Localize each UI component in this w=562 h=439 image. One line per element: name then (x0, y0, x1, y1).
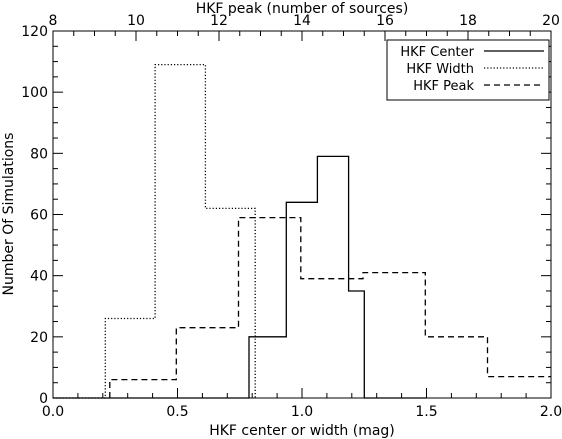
x-tick-label: 1.5 (415, 404, 437, 420)
legend: HKF Center HKF Width HKF Peak (386, 39, 550, 101)
y-tick-label: 100 (21, 85, 48, 101)
x2-tick-label: 14 (293, 13, 311, 29)
y-tick-label: 60 (30, 208, 48, 224)
legend-label-peak: HKF Peak (413, 79, 474, 94)
y-tick-label: 0 (39, 391, 48, 407)
x-tick-label: 0.5 (166, 404, 188, 420)
legend-label-width: HKF Width (406, 62, 474, 77)
y-tick-label: 80 (30, 146, 48, 162)
series-line-hkf-width (53, 63, 256, 399)
x-axis-label: HKF center or width (mag) (209, 423, 395, 439)
y-tick-label: 40 (30, 269, 48, 285)
x2-tick-label: 12 (210, 13, 228, 29)
x-tick-label: 2.0 (540, 404, 562, 420)
x2-tick-label: 8 (49, 13, 58, 29)
series-line-hkf-peak (109, 216, 551, 398)
y-tick-label: 20 (30, 330, 48, 346)
x-tick-label: 0.0 (42, 404, 64, 420)
series-group (53, 63, 551, 399)
x2-tick-label: 16 (376, 13, 394, 29)
axis-ticks (52, 30, 552, 399)
x2-tick-label: 18 (459, 13, 477, 29)
x2-axis-label: HKF peak (number of sources) (196, 1, 409, 17)
x2-tick-label: 10 (127, 13, 145, 29)
legend-box (386, 39, 550, 101)
x2-tick-label: 20 (542, 13, 560, 29)
tick-labels: 0.0 0.5 1.0 1.5 2.0 8 10 12 14 16 18 20 0 20 40 60 80 100… (21, 13, 562, 420)
series-line-hkf-center (53, 155, 427, 399)
y-axis-label: Number Of Simulations (1, 133, 17, 296)
legend-label-center: HKF Center (400, 45, 474, 60)
x-tick-label: 1.0 (291, 404, 313, 420)
y-tick-label: 120 (21, 24, 48, 40)
